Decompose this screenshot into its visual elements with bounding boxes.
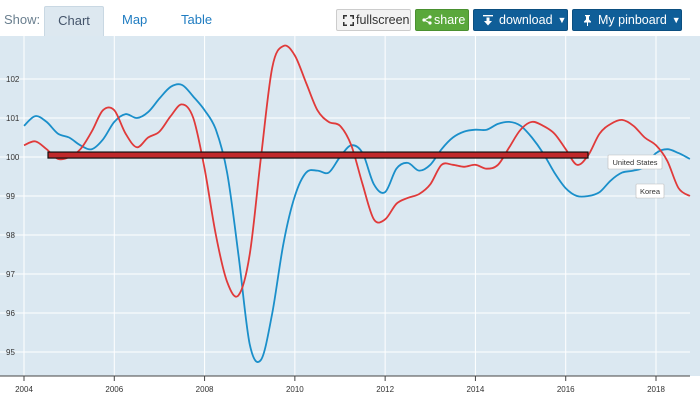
y-tick-label: 101 [6,114,20,123]
x-tick-label: 2008 [196,385,214,394]
series-label-box [607,154,663,170]
tab-map[interactable]: Map [122,12,148,27]
y-tick-label: 100 [6,153,20,162]
y-tick-label: 97 [6,270,15,279]
series-label: Korea [640,187,661,196]
share-icon [422,15,432,25]
x-tick-label: 2006 [105,385,123,394]
pin-icon [584,14,591,26]
toolbar: Show: Chart Map Table fullscreen share d… [0,0,700,36]
baseline-bar [47,151,589,159]
x-tick-label: 2012 [376,385,394,394]
y-tick-label: 96 [6,309,15,318]
fullscreen-icon [343,14,354,26]
y-tick-label: 98 [6,231,15,240]
show-label: Show: [4,12,41,27]
download-button[interactable]: download ▼ [473,9,568,31]
line-chart: 95 96 97 98 99 100 101 102 2004 2006 2008 2010 2012 2… [0,36,700,406]
chevron-down-icon: ▼ [671,15,681,25]
y-tick-label: 95 [6,348,15,357]
y-tick-label: 99 [6,192,15,201]
chart-area: 95 96 97 98 99 100 101 102 2004 2006 2008 2010 2012 2… [0,36,700,406]
fullscreen-button[interactable]: fullscreen [336,9,411,31]
share-label: share [434,13,466,27]
pinboard-button[interactable]: My pinboard ▼ [572,9,682,31]
chevron-down-icon: ▼ [557,15,567,25]
pinboard-label: My pinboard [598,13,667,27]
tab-chart[interactable]: Chart [44,6,104,36]
x-tick-label: 2004 [15,385,33,394]
fullscreen-label: fullscreen [356,13,410,27]
download-label: download [499,13,553,27]
x-tick-label: 2016 [557,385,575,394]
x-tick-label: 2018 [647,385,665,394]
series-line-korea [23,44,691,298]
series-label-box [635,183,665,199]
tab-table[interactable]: Table [181,12,213,27]
x-tick-label: 2014 [467,385,485,394]
x-axis-band [0,376,700,406]
share-button[interactable]: share [415,9,469,31]
y-tick-label: 102 [6,75,20,84]
series-label: United States [612,158,657,167]
download-icon [483,14,493,25]
series-line-united-states [23,83,691,363]
view-tabs: Chart Map Table [44,6,244,36]
x-tick-label: 2010 [286,385,304,394]
